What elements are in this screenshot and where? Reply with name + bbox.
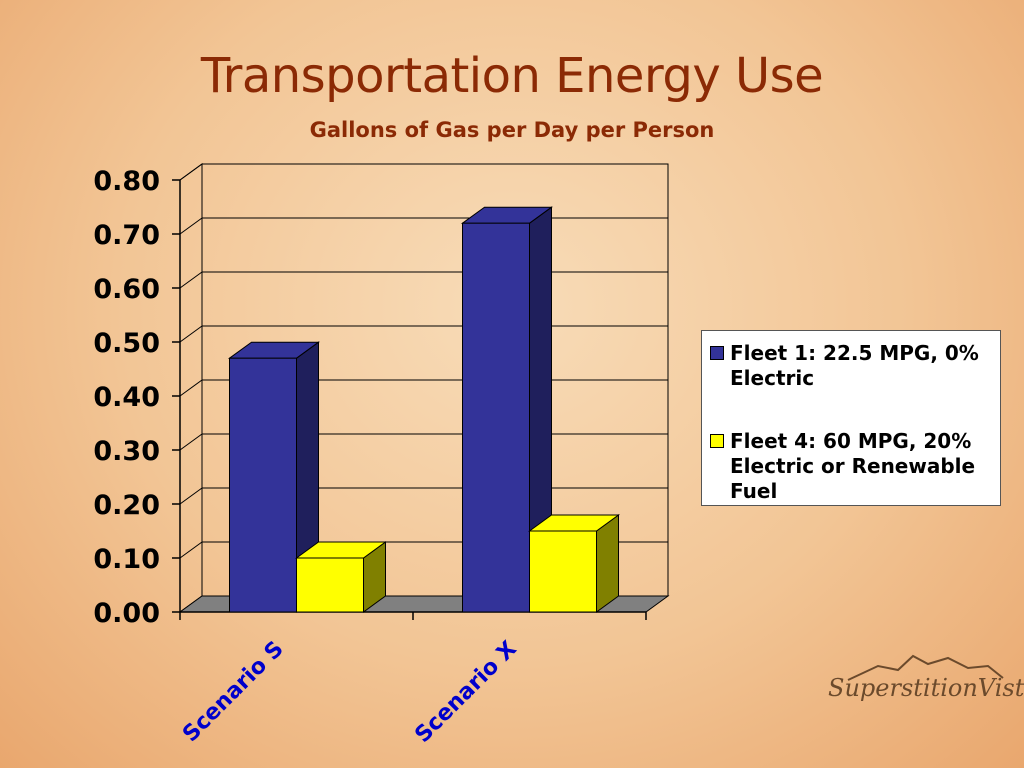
y-tick-label: 0.50 — [93, 328, 160, 359]
legend-item-fleet-4: Fleet 4: 60 MPG, 20% Electric or Renewab… — [710, 429, 998, 504]
y-axis: 0.00 0.10 0.20 0.30 0.40 0.50 0.60 0.70 0.80 — [93, 166, 181, 629]
bar — [294, 541, 388, 613]
superstition-vistas-logo: SuperstitionVistas — [828, 652, 1024, 722]
bar-side — [596, 514, 619, 613]
gridline-diagonal — [179, 379, 203, 397]
legend-item-fleet-1: Fleet 1: 22.5 MPG, 0% Electric — [710, 341, 998, 391]
y-tick-label: 0.80 — [93, 166, 160, 197]
category-label: Scenario S — [178, 637, 289, 748]
category-labels: Scenario S Scenario X — [178, 637, 522, 748]
logo-text: SuperstitionVistas — [828, 674, 1024, 702]
gridline-diagonal — [179, 325, 203, 343]
bar-front — [296, 557, 364, 613]
legend: Fleet 1: 22.5 MPG, 0% Electric Fleet 4: … — [701, 330, 1001, 506]
legend-swatch-fleet-4 — [710, 434, 724, 448]
y-tick-label: 0.00 — [93, 598, 160, 629]
legend-label-fleet-4: Fleet 4: 60 MPG, 20% Electric or Renewab… — [730, 429, 976, 503]
chart-bars — [227, 206, 621, 613]
gridline-diagonal — [179, 271, 203, 289]
mountain-outline-icon — [847, 654, 1004, 681]
gridline-diagonal — [179, 163, 203, 181]
bar-front — [229, 357, 297, 613]
chart-title: Transportation Energy Use — [200, 48, 824, 104]
gridline-diagonal — [179, 541, 203, 559]
bar-front — [529, 530, 597, 613]
bar — [227, 341, 321, 613]
gridline-diagonal — [179, 217, 203, 235]
gridline-diagonal — [179, 487, 203, 505]
x-axis — [179, 611, 647, 620]
bar — [527, 514, 621, 613]
category-label: Scenario X — [410, 637, 521, 748]
y-tick-label: 0.20 — [93, 490, 160, 521]
y-tick-label: 0.60 — [93, 274, 160, 305]
gridline-diagonal — [179, 433, 203, 451]
bar — [460, 206, 554, 613]
legend-label-fleet-1: Fleet 1: 22.5 MPG, 0% Electric — [730, 341, 979, 390]
y-tick-label: 0.70 — [93, 220, 160, 251]
y-tick-label: 0.30 — [93, 436, 160, 467]
y-tick-label: 0.40 — [93, 382, 160, 413]
y-tick-label: 0.10 — [93, 544, 160, 575]
chart-subtitle: Gallons of Gas per Day per Person — [309, 118, 715, 142]
legend-swatch-fleet-1 — [710, 346, 724, 360]
bar-front — [462, 222, 530, 613]
